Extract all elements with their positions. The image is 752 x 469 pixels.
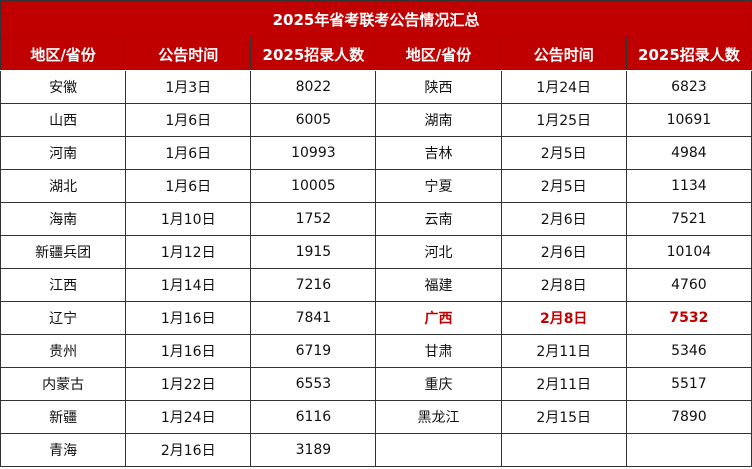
right-date-cell: 1月24日: [500, 70, 627, 104]
right-date-cell: [500, 433, 627, 467]
left-date-cell: 1月6日: [125, 136, 252, 170]
right-region-cell: 宁夏: [375, 169, 502, 203]
left-region-cell: 贵州: [0, 334, 127, 368]
right-region-cell: 吉林: [375, 136, 502, 170]
table-row: 山西 1月6日 6005 湖南 1月25日 10691: [0, 103, 752, 137]
column-header: 地区/省份: [0, 37, 127, 71]
right-date-cell: 2月6日: [500, 235, 627, 269]
left-date-cell: 1月6日: [125, 103, 252, 137]
right-date-cell: 2月8日: [500, 268, 627, 302]
right-count-cell: 4984: [625, 136, 752, 170]
left-region-cell: 新疆兵团: [0, 235, 127, 269]
table-row: 辽宁 1月16日 7841 广西 2月8日 7532: [0, 301, 752, 335]
table-row: 江西 1月14日 7216 福建 2月8日 4760: [0, 268, 752, 302]
right-region-cell: 云南: [375, 202, 502, 236]
left-count-cell: 10005: [250, 169, 377, 203]
right-date-cell: 2月8日: [500, 301, 627, 335]
column-header: 2025招录人数: [250, 37, 377, 71]
right-date-cell: 2月11日: [500, 367, 627, 401]
left-region-cell: 内蒙古: [0, 367, 127, 401]
column-header: 地区/省份: [375, 37, 502, 71]
right-date-cell: 1月25日: [500, 103, 627, 137]
right-count-cell: 4760: [625, 268, 752, 302]
right-date-cell: 2月11日: [500, 334, 627, 368]
left-date-cell: 1月22日: [125, 367, 252, 401]
right-date-cell: 2月5日: [500, 136, 627, 170]
left-count-cell: 6553: [250, 367, 377, 401]
column-header: 2025招录人数: [625, 37, 752, 71]
left-date-cell: 1月16日: [125, 334, 252, 368]
left-date-cell: 1月3日: [125, 70, 252, 104]
right-region-cell: [375, 433, 502, 467]
right-date-cell: 2月5日: [500, 169, 627, 203]
right-count-cell: 6823: [625, 70, 752, 104]
left-count-cell: 1915: [250, 235, 377, 269]
left-region-cell: 青海: [0, 433, 127, 467]
right-count-cell: 10691: [625, 103, 752, 137]
left-region-cell: 江西: [0, 268, 127, 302]
right-region-cell: 广西: [375, 301, 502, 335]
right-count-cell: 5346: [625, 334, 752, 368]
left-count-cell: 6005: [250, 103, 377, 137]
left-count-cell: 6719: [250, 334, 377, 368]
left-region-cell: 湖北: [0, 169, 127, 203]
right-count-cell: 7532: [625, 301, 752, 335]
left-date-cell: 2月16日: [125, 433, 252, 467]
left-count-cell: 10993: [250, 136, 377, 170]
right-date-cell: 2月6日: [500, 202, 627, 236]
right-count-cell: 10104: [625, 235, 752, 269]
right-count-cell: 1134: [625, 169, 752, 203]
left-region-cell: 山西: [0, 103, 127, 137]
right-date-cell: 2月15日: [500, 400, 627, 434]
left-count-cell: 6116: [250, 400, 377, 434]
column-header: 公告时间: [500, 37, 627, 71]
table-row: 内蒙古 1月22日 6553 重庆 2月11日 5517: [0, 367, 752, 401]
left-count-cell: 8022: [250, 70, 377, 104]
table-row: 海南 1月10日 1752 云南 2月6日 7521: [0, 202, 752, 236]
right-count-cell: 7890: [625, 400, 752, 434]
left-region-cell: 海南: [0, 202, 127, 236]
left-date-cell: 1月16日: [125, 301, 252, 335]
left-date-cell: 1月10日: [125, 202, 252, 236]
right-region-cell: 陕西: [375, 70, 502, 104]
right-count-cell: 5517: [625, 367, 752, 401]
right-region-cell: 黑龙江: [375, 400, 502, 434]
table-row: 贵州 1月16日 6719 甘肃 2月11日 5346: [0, 334, 752, 368]
left-count-cell: 7216: [250, 268, 377, 302]
left-date-cell: 1月12日: [125, 235, 252, 269]
left-date-cell: 1月14日: [125, 268, 252, 302]
table-row: 安徽 1月3日 8022 陕西 1月24日 6823: [0, 70, 752, 104]
right-count-cell: 7521: [625, 202, 752, 236]
table-title: 2025年省考联考公告情况汇总: [0, 0, 752, 38]
table-row: 新疆兵团 1月12日 1915 河北 2月6日 10104: [0, 235, 752, 269]
table-row: 河南 1月6日 10993 吉林 2月5日 4984: [0, 136, 752, 170]
table-row: 青海 2月16日 3189: [0, 433, 752, 467]
left-count-cell: 3189: [250, 433, 377, 467]
right-region-cell: 湖南: [375, 103, 502, 137]
left-count-cell: 1752: [250, 202, 377, 236]
right-region-cell: 福建: [375, 268, 502, 302]
right-count-cell: [625, 433, 752, 467]
table-row: 湖北 1月6日 10005 宁夏 2月5日 1134: [0, 169, 752, 203]
left-region-cell: 河南: [0, 136, 127, 170]
right-region-cell: 重庆: [375, 367, 502, 401]
left-date-cell: 1月24日: [125, 400, 252, 434]
table-row: 新疆 1月24日 6116 黑龙江 2月15日 7890: [0, 400, 752, 434]
column-header: 公告时间: [125, 37, 252, 71]
right-region-cell: 甘肃: [375, 334, 502, 368]
left-date-cell: 1月6日: [125, 169, 252, 203]
left-count-cell: 7841: [250, 301, 377, 335]
right-region-cell: 河北: [375, 235, 502, 269]
left-region-cell: 安徽: [0, 70, 127, 104]
left-region-cell: 新疆: [0, 400, 127, 434]
left-region-cell: 辽宁: [0, 301, 127, 335]
